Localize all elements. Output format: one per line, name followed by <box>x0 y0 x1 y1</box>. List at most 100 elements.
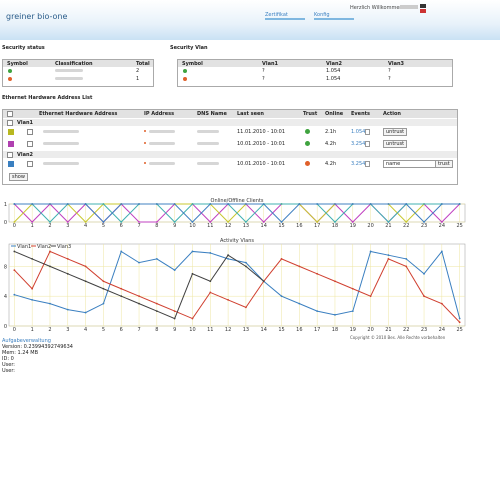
column-header: Last seen <box>237 111 264 117</box>
data-point <box>369 203 372 205</box>
series-line <box>14 203 460 223</box>
x-tick-label: 22 <box>403 327 409 333</box>
blurred-text <box>43 142 79 145</box>
blurred-text <box>43 162 79 165</box>
action-button[interactable]: untrust <box>383 128 408 136</box>
data-point <box>66 272 69 275</box>
data-point <box>31 258 34 260</box>
data-point <box>227 203 229 205</box>
cell: ? <box>388 76 391 82</box>
checkbox[interactable] <box>27 161 33 167</box>
data-point <box>13 293 16 296</box>
data-point <box>66 258 69 260</box>
data-point <box>173 317 176 320</box>
flag[interactable] <box>420 4 426 8</box>
data-point <box>209 252 212 254</box>
y-tick-label: 0 <box>4 324 7 330</box>
data-point <box>191 317 194 320</box>
data-point <box>334 221 336 223</box>
x-tick-label: 3 <box>66 223 69 229</box>
status-icon <box>144 142 146 144</box>
status-icon <box>8 69 12 73</box>
x-tick-label: 5 <box>102 327 105 333</box>
events[interactable]: 3.254 <box>351 161 366 167</box>
footer-line: Mem: 1.24 MB <box>2 350 39 356</box>
data-point <box>49 265 51 268</box>
select[interactable] <box>365 161 370 167</box>
x-tick-label: 23 <box>421 223 427 229</box>
action-button[interactable]: trust <box>435 160 453 168</box>
events[interactable]: 1.054 <box>351 129 366 135</box>
x-tick-label: 11 <box>207 223 213 229</box>
events[interactable]: 3.254 <box>351 141 366 147</box>
nav-link[interactable]: Konfig <box>314 12 354 20</box>
data-point <box>120 295 123 298</box>
data-point <box>298 302 301 305</box>
status-icon <box>144 130 146 132</box>
welcome: Herzlich Willkommen <box>350 5 403 11</box>
plot-area <box>8 243 466 327</box>
data-point <box>245 306 247 309</box>
x-tick-label: 21 <box>385 327 391 333</box>
x-tick-label: 12 <box>225 327 231 333</box>
data-point <box>13 221 16 223</box>
data-point <box>120 221 123 223</box>
trust-icon <box>305 161 310 166</box>
flag[interactable] <box>420 9 426 13</box>
data-point <box>316 203 319 205</box>
data-point <box>84 221 87 223</box>
x-tick-label: 8 <box>155 223 158 229</box>
select[interactable] <box>365 141 370 147</box>
column-header: DNS Name <box>197 111 227 117</box>
x-tick-label: 4 <box>84 223 87 229</box>
checkbox[interactable] <box>7 111 13 117</box>
checkbox[interactable] <box>7 152 13 158</box>
x-tick-label: 25 <box>456 327 462 333</box>
data-point <box>138 221 140 223</box>
select[interactable] <box>365 129 370 135</box>
data-point <box>66 221 69 223</box>
nav-link[interactable]: Zertifikat <box>265 12 305 20</box>
cell: ? <box>262 68 265 74</box>
footer-line: User: <box>2 368 15 374</box>
checkbox[interactable] <box>27 141 33 147</box>
data-point <box>351 310 354 312</box>
data-point <box>13 250 16 253</box>
cell: 1.054 <box>326 68 341 74</box>
checkbox[interactable] <box>7 120 13 126</box>
legend-label: Vlan2 <box>37 244 51 250</box>
x-tick-label: 22 <box>403 223 409 229</box>
data-point <box>440 302 443 305</box>
x-tick-label: 16 <box>296 223 302 229</box>
header: greiner bio-one Zertifikat Konfig Herzli… <box>0 0 500 40</box>
status-icon <box>144 162 146 164</box>
action-button[interactable]: untrust <box>383 140 408 148</box>
data-point <box>280 258 283 260</box>
data-point <box>245 265 247 268</box>
table: Symbol Vlan1 Vlan2 Vlan3? 1.054?? 1.054? <box>177 59 453 87</box>
blurred-text <box>197 130 219 133</box>
checkbox[interactable] <box>27 129 33 135</box>
x-tick-label: 9 <box>173 223 176 229</box>
x-tick-label: 18 <box>332 223 338 229</box>
data-point <box>120 287 123 290</box>
footer-line[interactable]: Aufgabeverwaltung <box>2 338 51 344</box>
data-point <box>440 221 443 223</box>
last-seen: 11.01.2010 - 10:01 <box>237 129 286 135</box>
data-point <box>405 265 408 268</box>
status-icon <box>183 77 187 81</box>
data-point <box>423 203 425 205</box>
x-tick-label: 17 <box>314 223 320 229</box>
show-button[interactable]: show <box>9 173 28 181</box>
section-title: Ethernet Hardware Address List <box>2 95 93 101</box>
data-point <box>351 203 354 205</box>
data-point <box>49 250 51 253</box>
data-point <box>31 203 34 205</box>
data-point <box>191 272 194 275</box>
data-point <box>262 203 265 205</box>
data-point <box>84 203 87 205</box>
data-point <box>387 221 390 223</box>
data-point <box>458 321 461 324</box>
group-name: Vlan2 <box>17 152 33 158</box>
data-point <box>245 221 247 223</box>
